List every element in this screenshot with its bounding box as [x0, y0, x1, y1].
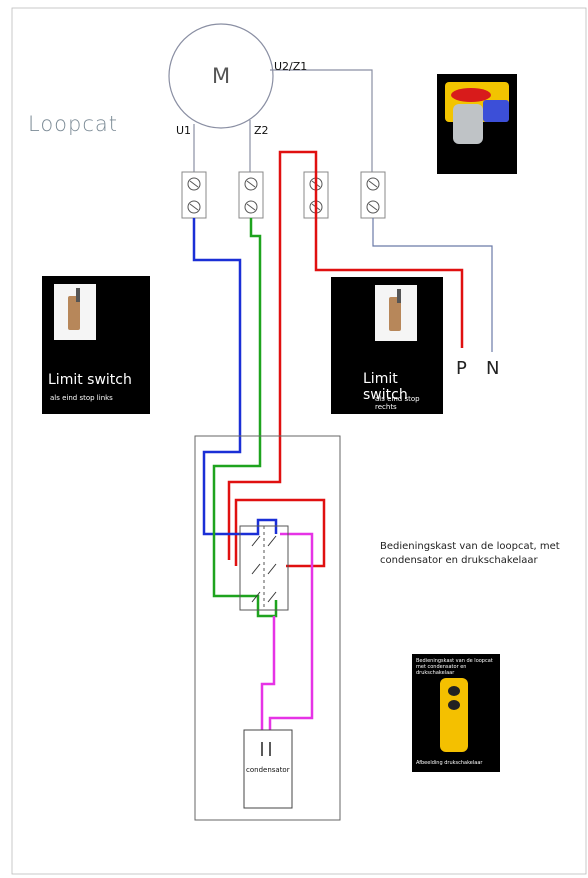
limit-switch-left-lever	[76, 288, 80, 302]
motor-label: M	[212, 64, 231, 88]
pushbutton-yellow-body	[440, 678, 468, 752]
page-frame	[11, 7, 587, 875]
caption-line-1: Bedieningskast van de loopcat, met	[380, 541, 560, 552]
blue-wire	[192, 218, 278, 536]
limit-switch-right-image	[375, 285, 417, 341]
supply-n-label: N	[486, 358, 500, 379]
limit-switch-left-title: Limit switch	[48, 372, 132, 388]
neutral-wire	[372, 218, 493, 352]
green-wire	[212, 218, 278, 618]
control-box	[194, 435, 341, 821]
magenta-wire-1	[268, 532, 314, 748]
capacitor	[243, 729, 293, 809]
pushbutton-button-1	[448, 686, 460, 696]
limit-switch-left-photo: Limit switch als eind stop links	[42, 276, 150, 414]
pushbutton-photo-top-text: Bedieningskast van de loopcat met conden…	[416, 658, 493, 676]
limit-switch-right-lever	[397, 289, 401, 303]
diagram-title: Loopcat	[28, 112, 119, 136]
capacitor-label: condensator	[246, 766, 290, 774]
limit-switch-right-title: Limit switch	[363, 371, 408, 403]
control-box-caption: Bedieningskast van de loopcat, met conde…	[380, 540, 560, 568]
terminal-u1-label: U1	[176, 124, 192, 137]
hoist-motor-body	[453, 104, 483, 144]
caption-line-2: condensator en drukschakelaar	[380, 555, 538, 566]
limit-switch-left-image	[54, 284, 96, 340]
terminal-u2z1-label: U2/Z1	[274, 60, 308, 73]
limit-switch-right-subtitle: als eind stop rechts	[375, 395, 420, 411]
motor-symbol	[168, 23, 274, 129]
limit-switch-left-body	[68, 296, 80, 330]
limit-switch-right-photo: Limit switch als eind stop rechts	[331, 277, 443, 414]
motor-photo	[437, 74, 517, 174]
limit-switch-left-subtitle: als eind stop links	[50, 394, 113, 402]
magenta-wire-2	[260, 616, 276, 748]
supply-p-label: P	[456, 358, 467, 379]
hoist-blue-part	[483, 100, 509, 122]
pushbutton-button-2	[448, 700, 460, 710]
terminal-block-1	[181, 171, 207, 219]
terminal-block-2	[238, 171, 264, 219]
red-wire-supply	[227, 150, 464, 560]
terminal-block-4	[360, 171, 386, 219]
pushbutton-photo-bottom-text: Afbeelding drukschakelaar	[416, 760, 483, 766]
limit-switch-right-body	[389, 297, 401, 331]
terminal-z2-label: Z2	[254, 124, 269, 137]
lead-u2z1	[270, 69, 373, 172]
hoist-red-part	[451, 88, 491, 102]
push-switch	[239, 525, 289, 611]
pushbutton-photo: Bedieningskast van de loopcat met conden…	[412, 654, 500, 772]
